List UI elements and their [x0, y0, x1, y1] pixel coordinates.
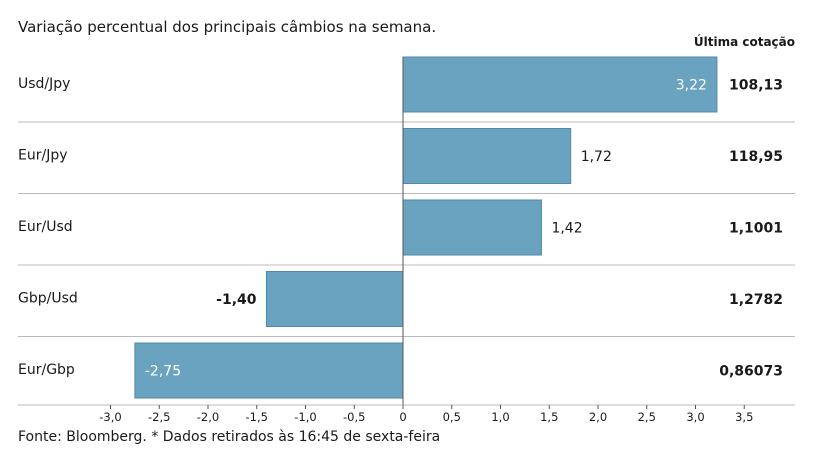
x-tick-label: -1,5	[246, 410, 268, 424]
quote-column-header: Última cotação	[694, 34, 795, 49]
x-tick-label: -0,5	[343, 410, 365, 424]
x-tick-label: 1,0	[491, 410, 509, 424]
quote-value: 108,13	[729, 78, 783, 94]
category-label: Gbp/Usd	[18, 291, 78, 307]
bar-eur-usd	[402, 199, 542, 256]
data-label: 3,22	[676, 78, 707, 94]
x-tick-label: 0,5	[443, 410, 461, 424]
quote-value: 1,2782	[729, 292, 783, 308]
data-label: 1,72	[581, 149, 612, 165]
chart-footer: Fonte: Bloomberg. * Dados retirados às 1…	[18, 429, 440, 445]
quote-value: 0,86073	[719, 364, 783, 380]
x-tick-label: -1,0	[294, 410, 316, 424]
data-label: 1,42	[551, 221, 582, 237]
x-tick-label: 3,5	[735, 410, 753, 424]
x-tick-label: 2,5	[638, 410, 656, 424]
bar-gbp-usd	[266, 271, 404, 327]
x-tick-label: 0	[399, 410, 406, 424]
category-labels: Usd/Jpy Eur/Jpy Eur/Usd Gbp/Usd Eur/Gbp	[18, 76, 78, 378]
row-separators	[18, 121, 795, 337]
quote-values: 108,13 118,95 1,1001 1,2782 0,86073	[719, 78, 783, 380]
chart-title: Variação percentual dos principais câmbi…	[18, 18, 436, 36]
category-label: Eur/Usd	[18, 219, 73, 235]
category-label: Eur/Gbp	[18, 362, 75, 378]
bar-eur-gbp	[134, 342, 404, 399]
category-label: Usd/Jpy	[18, 76, 70, 92]
data-label: -2,75	[145, 364, 181, 380]
quote-value: 118,95	[729, 149, 783, 165]
data-label: -1,40	[216, 292, 257, 308]
bar-usd-jpy	[402, 56, 718, 113]
x-tick-label: 1,5	[540, 410, 558, 424]
x-axis: -3,0 -2,5 -2,0 -1,5 -1,0 -0,5 0 0,5 1,0 1,5 2,0 2,5…	[18, 57, 795, 424]
x-tick-label: -2,0	[197, 410, 219, 424]
data-labels: 3,22 1,72 1,42 -1,40 -2,75	[145, 78, 707, 380]
bar-eur-jpy	[402, 128, 572, 184]
quote-value: 1,1001	[729, 221, 783, 237]
x-tick-label: -2,5	[148, 410, 170, 424]
category-label: Eur/Jpy	[18, 148, 68, 164]
x-tick-label: 3,0	[686, 410, 704, 424]
x-tick-label: 2,0	[589, 410, 607, 424]
x-tick-label: -3,0	[99, 410, 121, 424]
bars	[134, 56, 718, 399]
